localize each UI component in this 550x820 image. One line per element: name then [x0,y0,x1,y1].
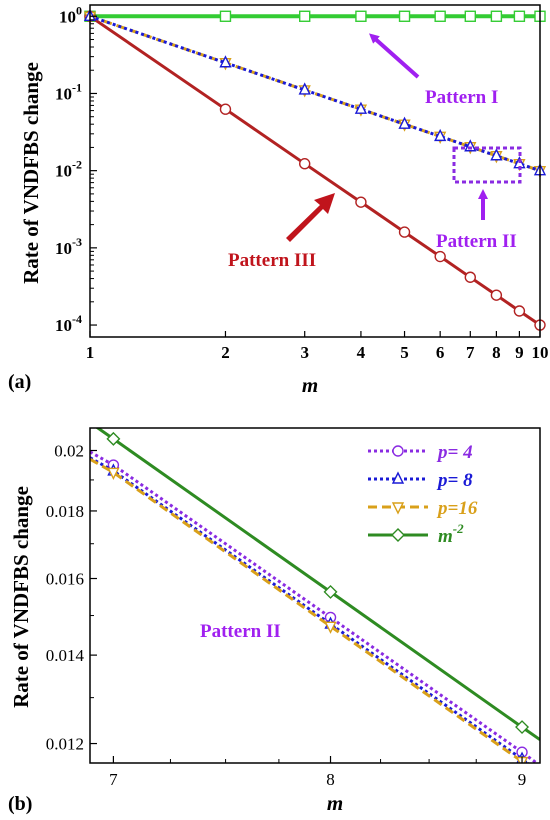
panel-b-point [515,720,530,735]
panel-b-ytick-label: 0.02 [54,442,84,461]
panel-a-point [398,116,411,129]
panel-a-point [490,148,503,161]
legend-label: m-2 [438,521,464,547]
panel-a-xtick-label: 2 [221,343,230,362]
legend-label: p=16 [436,498,478,519]
panel-a-point [219,103,232,115]
panel-a-point [299,10,311,22]
panel-a-point [464,271,476,283]
panel-a-series-line-1 [89,15,541,327]
panel-b-point [107,467,120,480]
panel-a-point [354,101,368,114]
annotation-pattern-ii-b: Pattern II [200,621,281,642]
arrow-pattern-iii [286,193,335,242]
panel-a-point [490,10,503,22]
annotation-pattern-iii: Pattern III [228,250,316,271]
arrow-pattern-i [369,33,420,79]
panel-a-point [513,305,526,317]
panel-b-point [323,584,338,599]
panel-a-point [434,10,446,22]
annotation-pattern-ii: Pattern II [436,231,517,252]
panel-b-xtick-label: 8 [326,770,335,789]
panel-a-xtick-label: 5 [400,343,409,362]
panel-a-ticks: 1 2 3 4 5 6 7 8 9 10 100 10-1 10-2 10-3 10-4 [55,3,549,362]
legend-label: p= 4 [436,442,473,463]
panel-b-legend: p= 4 p= 8 p=16m-2 [368,442,478,547]
panel-b-xtick-label: 7 [109,770,118,789]
panel-a-xtick-label: 1 [86,343,95,362]
panel-a-xtick-label: 6 [436,343,445,362]
panel-a-point [434,250,446,263]
panel-a-xtick-label: 7 [466,343,475,362]
panel-b-ticks: 7 8 9 0.02 0.018 0.016 0.014 0.012 [46,442,527,789]
panel-b-xlabel: m [327,791,343,815]
panel-a-xtick-label: 4 [357,343,366,362]
panel-a-point [513,10,526,22]
panel-a-ytick-label: 10-3 [55,235,82,258]
panel-a-point [355,10,367,22]
panel-b-ytick-label: 0.016 [46,570,84,589]
panel-b-series-line-2 [90,457,527,763]
panel-a-ytick-label: 10-4 [55,312,82,335]
legend-marker [392,445,404,457]
panel-b-ylabel: Rate of VNDFBS change [9,486,33,708]
legend-marker [391,528,405,542]
panel-a-ytick-label: 100 [59,3,82,26]
panel-a-xtick-label: 8 [492,343,501,362]
panel-b-point [106,431,121,446]
panel-a-point [464,10,476,22]
panel-a-series [83,8,547,331]
panel-a-point [398,10,411,22]
panel-a-ytick-label: 10-1 [55,80,82,103]
legend-label: p= 8 [436,470,473,491]
panel-a-point [299,158,311,170]
panel-a-xtick-label: 3 [300,343,309,362]
panel-a-point [219,10,232,22]
panel-a-point [298,82,311,95]
panel-b-ytick-label: 0.012 [46,735,84,754]
legend-marker [391,471,405,484]
panel-b-ytick-label: 0.018 [46,502,84,521]
panel-a-series-line-2 [89,14,541,173]
legend-marker [391,502,405,515]
panel-a-label: (a) [8,371,31,393]
annotation-pattern-i: Pattern I [425,87,498,108]
panel-a-xtick-label: 9 [515,343,524,362]
panel-a-point [398,226,411,238]
panel-a: 1 2 3 4 5 6 7 8 9 10 100 10-1 10-2 10-3 10-4 Rate of V… [8,3,549,397]
panel-a-ytick-label: 10-2 [55,158,82,181]
panel-a-point [434,128,447,142]
panel-a-point [219,55,232,68]
panel-b-xtick-label: 9 [518,770,527,789]
panel-a-point [355,196,367,208]
panel-a-point [464,139,477,152]
panel-b-label: (b) [8,793,32,815]
panel-a-ylabel: Rate of VNDFBS change [19,62,43,284]
panel-b-ytick-label: 0.014 [46,646,85,665]
panel-a-xlabel: m [302,373,318,397]
panel-b-point [324,621,337,634]
panel-a-xtick-label: 10 [532,343,549,362]
pattern-ii-box [452,146,522,184]
panel-b: 7 8 9 0.02 0.018 0.016 0.014 0.012 Rate of VNDF… [8,427,541,815]
panel-a-point [490,289,503,301]
panel-b-frame [89,427,541,764]
